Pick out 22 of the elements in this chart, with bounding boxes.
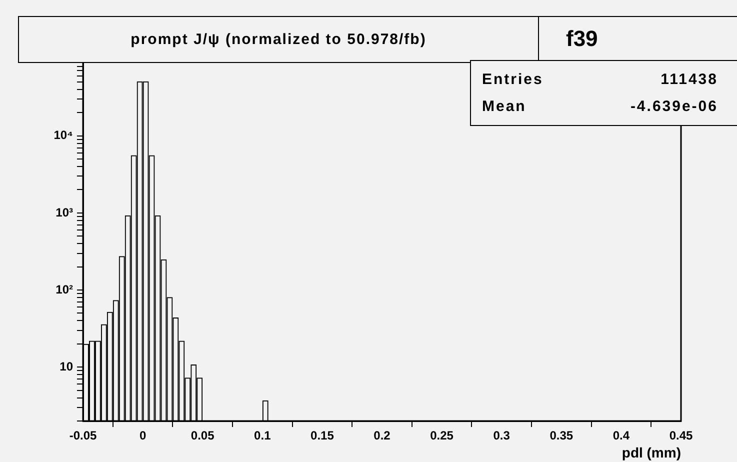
y-tick-label: 10⁴ <box>54 128 74 142</box>
x-tick-label: 0.15 <box>310 428 334 443</box>
x-tick-label: 0.25 <box>430 428 454 443</box>
annotation: 111438 <box>660 71 718 88</box>
x-tick-label: 0.3 <box>493 428 510 443</box>
x-tick-label: 0.2 <box>374 428 391 443</box>
y-tick-label: 10³ <box>56 205 74 220</box>
x-tick-label: 0.45 <box>669 428 693 443</box>
y-tick-label: 10 <box>60 359 74 374</box>
x-tick-label: 0.35 <box>550 428 574 443</box>
x-tick-label: -0.05 <box>69 428 97 443</box>
x-tick-label: 0.05 <box>190 428 215 443</box>
x-tick-label: 0.4 <box>612 428 630 443</box>
x-tick-label: 0.1 <box>254 428 272 443</box>
x-tick-label: 0 <box>139 428 146 443</box>
y-tick-label: 10² <box>56 282 74 296</box>
chart-title: prompt J/ψ (normalized to 50.978/fb) <box>130 31 426 48</box>
annotation: Entries <box>482 71 544 88</box>
annotation: Mean <box>482 98 526 115</box>
x-axis-title: pdl (mm) <box>622 444 681 460</box>
chart-subtitle: f39 <box>566 26 598 52</box>
annotation: -4.639e-06 <box>630 98 718 115</box>
